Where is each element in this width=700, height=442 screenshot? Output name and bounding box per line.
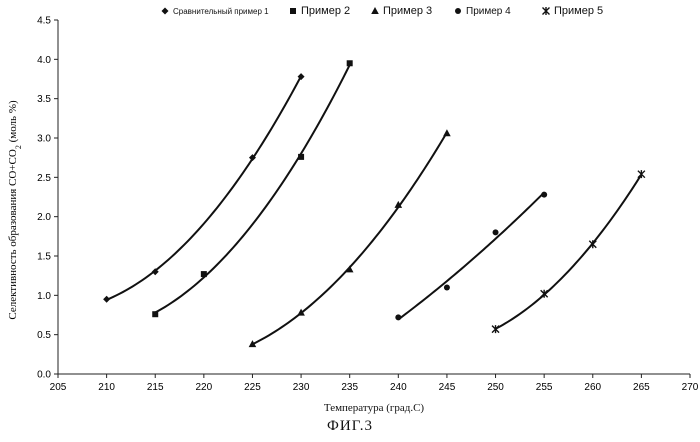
legend-item-2: Пример 2 xyxy=(288,5,350,17)
x-tick-label: 205 xyxy=(50,382,67,393)
series-2-point xyxy=(346,60,353,67)
series-4-point xyxy=(541,191,548,198)
series-4-point xyxy=(492,229,499,236)
series-1-point xyxy=(248,154,256,162)
y-axis-label-subscript: 2 xyxy=(14,145,23,149)
y-tick-label: 0.5 xyxy=(37,330,51,341)
chart-axes xyxy=(57,20,690,375)
x-tick-label: 255 xyxy=(536,382,553,393)
x-tick-label: 270 xyxy=(682,382,699,393)
y-axis-label-main: Селективность образования CO+CO xyxy=(7,149,19,320)
legend-marker-shape xyxy=(371,7,379,14)
legend: Сравнительный пример 1 Пример 2 Пример 3 Пр… xyxy=(160,5,700,23)
series-3-point xyxy=(443,129,451,137)
legend-item-3: Пример 3 xyxy=(370,5,432,17)
legend-marker-shape xyxy=(161,7,169,15)
series-5-point xyxy=(637,170,646,179)
series-5-point xyxy=(491,325,500,334)
series-1-point xyxy=(151,268,159,276)
legend-marker-diamond xyxy=(161,7,169,15)
series-1-point xyxy=(103,295,111,303)
x-tick-label: 225 xyxy=(244,382,261,393)
legend-label: Пример 3 xyxy=(383,5,433,17)
x-tick-label: 260 xyxy=(584,382,601,393)
series-3-point xyxy=(394,200,403,208)
series-5-point xyxy=(540,289,549,298)
chart-ticks: 205 210 215 220 225 230 235 240 245 250 255 260 265 2… xyxy=(37,16,699,394)
series-1-curve xyxy=(106,75,302,301)
legend-label: Пример 4 xyxy=(466,5,511,17)
y-axis-label-unit: (моль %) xyxy=(7,100,19,145)
x-tick-label: 230 xyxy=(293,382,310,393)
legend-marker-star xyxy=(542,7,550,15)
y-axis-label: Селективность образования CO+CO2 (моль %… xyxy=(7,100,23,320)
legend-label: Пример 5 xyxy=(554,5,604,17)
y-tick-label: 4.5 xyxy=(37,16,51,27)
series-3-point xyxy=(248,340,257,348)
legend-label: Сравнительный пример 1 xyxy=(173,6,269,16)
series-1-point xyxy=(297,73,305,81)
chart-curves xyxy=(106,64,643,346)
y-tick-label: 0.0 xyxy=(37,370,51,381)
series-4-curve xyxy=(397,191,545,321)
series-4-point xyxy=(443,284,450,291)
chart-points xyxy=(103,60,646,348)
series-3-point xyxy=(297,308,305,316)
x-tick-label: 235 xyxy=(341,382,358,393)
series-5-point xyxy=(588,240,597,249)
series-4-point xyxy=(395,314,402,321)
series-5-curve xyxy=(495,173,643,330)
legend-item-4: Пример 4 xyxy=(453,5,511,17)
y-tick-label: 1.5 xyxy=(37,252,51,263)
x-tick-label: 210 xyxy=(98,382,115,393)
legend-marker-shape xyxy=(542,7,550,15)
x-axis-label: Температура (град.С) xyxy=(323,402,425,414)
legend-marker-square xyxy=(290,8,296,14)
x-tick-label: 250 xyxy=(487,382,504,393)
x-tick-label: 265 xyxy=(633,382,650,393)
y-tick-label: 3.0 xyxy=(37,134,51,145)
legend-item-1: Сравнительный пример 1 xyxy=(160,5,269,17)
y-tick-label: 2.5 xyxy=(37,173,51,184)
legend-marker-circle xyxy=(455,8,461,14)
x-tick-label: 215 xyxy=(147,382,164,393)
x-tick-label: 240 xyxy=(390,382,407,393)
legend-item-5: Пример 5 xyxy=(541,5,603,17)
figure-caption: ФИГ.3 xyxy=(327,418,373,434)
x-tick-label: 245 xyxy=(439,382,456,393)
series-3-point xyxy=(345,265,354,273)
legend-marker-shape xyxy=(290,8,296,14)
y-tick-label: 4.0 xyxy=(37,55,51,66)
y-tick-label: 2.0 xyxy=(37,212,51,223)
legend-marker-shape xyxy=(455,8,461,14)
series-3-curve xyxy=(252,131,448,346)
y-tick-label: 1.0 xyxy=(37,291,51,302)
series-2-point xyxy=(298,153,305,160)
series-2-curve xyxy=(154,64,351,314)
x-tick-label: 220 xyxy=(196,382,213,393)
series-2-point xyxy=(200,271,207,278)
legend-label: Пример 2 xyxy=(301,5,351,17)
legend-marker-triangle xyxy=(371,7,379,14)
y-tick-label: 3.5 xyxy=(37,94,51,105)
series-2-point xyxy=(152,311,159,318)
